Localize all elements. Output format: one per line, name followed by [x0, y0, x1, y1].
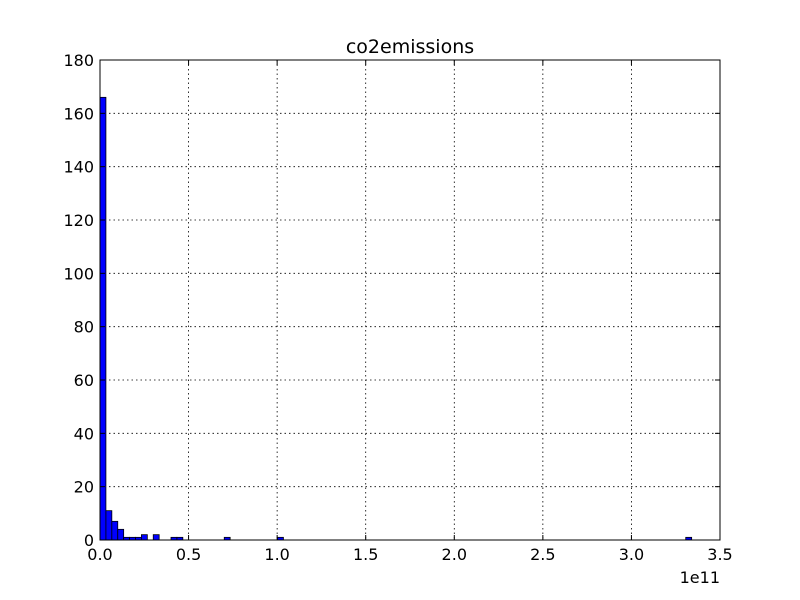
histogram-bar [141, 534, 148, 541]
y-tick-label: 60 [74, 371, 94, 390]
x-tick-label: 1.5 [353, 545, 378, 564]
chart-title: co2emissions [346, 36, 474, 58]
histogram-bar [117, 528, 125, 541]
x-offset-label: 1e11 [680, 568, 720, 587]
histogram-bar [105, 510, 113, 541]
x-tick-label: 2.5 [530, 545, 555, 564]
x-tick-label: 0.0 [87, 545, 112, 564]
y-tick-label: 20 [74, 478, 94, 497]
y-tick-label: 140 [63, 158, 94, 177]
histogram-bar [152, 534, 160, 541]
histogram-bar [99, 96, 107, 541]
y-tick-label: 120 [63, 211, 94, 230]
y-tick-label: 40 [74, 424, 94, 443]
ticks-layer: 0.0 0.5 1.0 1.5 2.0 2.5 3.0 3.5 0 20 40 60 80 100 120 1… [63, 51, 732, 564]
x-tick-label: 3.5 [707, 545, 732, 564]
y-tick-label: 0 [84, 531, 94, 550]
x-tick-label: 2.0 [442, 545, 467, 564]
x-tick-label: 1.0 [264, 545, 289, 564]
x-tick-label: 0.5 [176, 545, 201, 564]
grid-layer [99, 59, 721, 541]
y-tick-label: 160 [63, 104, 94, 123]
y-tick-label: 100 [63, 264, 94, 283]
y-tick-label: 80 [74, 318, 94, 337]
x-tick-label: 3.0 [619, 545, 644, 564]
histogram-bar [111, 520, 119, 541]
plot-frame [99, 59, 721, 541]
y-tick-label: 180 [63, 51, 94, 70]
